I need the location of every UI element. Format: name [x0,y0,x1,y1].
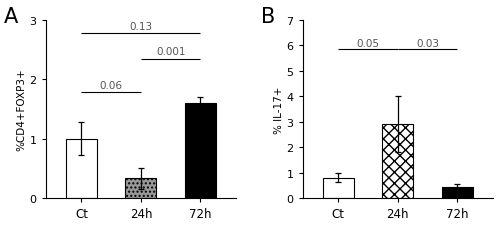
Y-axis label: %CD4+FOXP3+: %CD4+FOXP3+ [17,68,27,151]
Text: 0.05: 0.05 [356,39,380,49]
Text: 0.001: 0.001 [156,47,186,57]
Bar [442,188,473,198]
Text: A: A [4,7,18,27]
Bar [323,178,354,198]
Bar [185,104,216,198]
Text: B: B [260,7,275,27]
Text: 0.13: 0.13 [130,22,152,32]
Text: 0.03: 0.03 [416,39,439,49]
Text: 0.06: 0.06 [100,81,122,91]
Bar [66,139,97,198]
Bar [382,125,414,198]
Bar [126,179,156,198]
Y-axis label: % IL-17+: % IL-17+ [274,86,283,133]
